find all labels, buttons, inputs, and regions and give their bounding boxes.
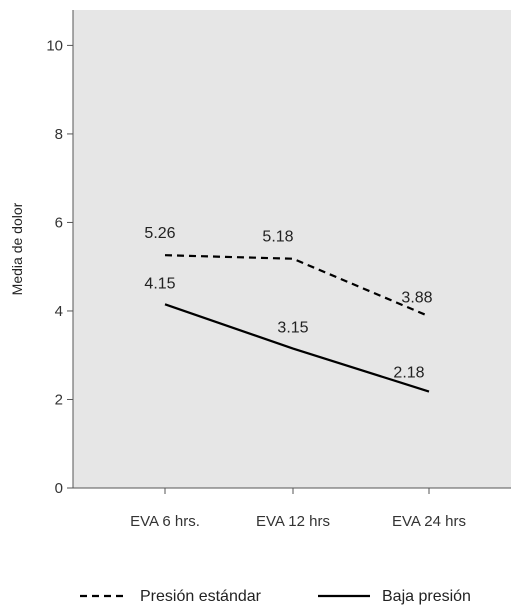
x-axis: EVA 6 hrs. EVA 12 hrs EVA 24 hrs [73,487,511,530]
y-tick-label: 6 [55,214,63,231]
data-label: 4.15 [144,275,175,292]
data-label: 5.26 [144,225,175,242]
data-label: 3.15 [277,320,308,337]
y-axis-title: Media de dolor [9,202,25,295]
x-tick-label: EVA 6 hrs. [130,513,200,530]
y-tick-label: 4 [55,303,63,320]
legend-label-2: Baja presión [382,588,471,605]
legend-label-1: Presión estándar [140,588,262,605]
y-tick-label: 2 [55,391,63,408]
x-tick-label: EVA 12 hrs [256,513,330,530]
y-axis: 0 2 4 6 8 10 [46,10,74,497]
data-label: 2.18 [393,365,424,382]
legend: Presión estándar Baja presión [80,588,471,605]
data-label: 3.88 [401,289,432,306]
series-layer: 5.26 5.18 3.88 4.15 3.15 2.18 [144,225,433,393]
y-tick-label: 10 [46,37,63,54]
series-line-2 [164,303,430,393]
y-tick-label: 0 [55,480,63,497]
plot-area [73,10,511,488]
series-line-1 [164,254,430,318]
x-tick-label: EVA 24 hrs [392,513,466,530]
y-tick-label: 8 [55,126,63,143]
data-label: 5.18 [262,229,293,246]
